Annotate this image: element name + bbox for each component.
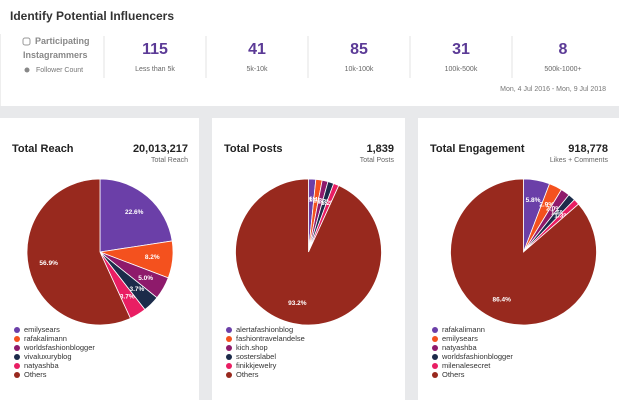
legend-label: alertafashionblog (236, 325, 293, 334)
chart-total-label: Total Reach (151, 157, 188, 164)
slice-label: 22.6% (125, 209, 144, 216)
pie-slice (235, 178, 382, 326)
slice-label: 2.0% (546, 206, 561, 213)
chart-title: Total Engagement (430, 143, 525, 155)
legend-swatch (14, 336, 20, 342)
participating-label: Participating Instagrammers (23, 36, 90, 60)
legend-swatch (226, 327, 232, 333)
gap (199, 118, 212, 400)
pie-slice (450, 178, 597, 326)
slice-label: 5.0% (138, 275, 153, 282)
stat-value: 31 (452, 41, 470, 58)
stat-label: 10k-100k (345, 66, 374, 73)
legend-swatch (226, 336, 232, 342)
stat-value: 115 (142, 41, 168, 58)
legend-swatch (226, 354, 232, 360)
legend-swatch (432, 327, 438, 333)
legend-swatch (432, 336, 438, 342)
legend-label: worldsfashionblogger (23, 343, 95, 352)
slice-label: 1.2% (321, 200, 336, 207)
stat-value: 85 (350, 41, 368, 58)
slice-label: 5.8% (526, 197, 541, 204)
slice-label: 1.3% (313, 198, 328, 205)
slice-label: 2.9% (539, 202, 554, 209)
stat-value: 41 (248, 41, 266, 58)
follower-count-label: Follower Count (36, 67, 83, 74)
legend-swatch (432, 345, 438, 351)
legend-label: milenalesecret (442, 361, 491, 370)
slice-label: 3.7% (129, 286, 144, 293)
stat-value: 8 (559, 41, 568, 58)
slice-label: 1.6% (304, 196, 319, 203)
chart-total: 1,839 (366, 143, 394, 155)
chart-total-label: Likes + Comments (550, 157, 609, 164)
pie-slice (26, 178, 131, 326)
legend-swatch (14, 363, 20, 369)
slice-label: 56.9% (39, 260, 58, 267)
legend-label: natyashba (24, 361, 59, 370)
stat-label: 5k-10k (246, 66, 268, 73)
legend-label: fashiontravelandelse (236, 334, 305, 343)
chart-total: 918,778 (568, 143, 608, 155)
legend-label: emilysears (442, 334, 478, 343)
legend-swatch (432, 363, 438, 369)
legend-label: sosterslabel (236, 352, 276, 361)
legend-swatch (432, 354, 438, 360)
legend-label: Others (236, 370, 259, 379)
legend-label: natyashba (442, 343, 477, 352)
chart-total: 20,013,217 (133, 143, 188, 155)
legend-label: worldsfashionblogger (441, 352, 513, 361)
legend-swatch (14, 372, 20, 378)
divider (0, 106, 619, 118)
legend-label: kich.shop (236, 343, 268, 352)
date-range: Mon, 4 Jul 2016 - Mon, 9 Jul 2018 (500, 86, 606, 93)
instagram-icon (22, 37, 31, 46)
chart-title: Total Posts (224, 143, 282, 155)
stat-label: 500k-1000+ (544, 66, 581, 73)
chart-total-label: Total Posts (360, 157, 395, 164)
legend-label: Others (24, 370, 47, 379)
pie-slice (99, 178, 173, 253)
legend-swatch (14, 345, 20, 351)
legend-swatch (14, 354, 20, 360)
legend-label: rafakalimann (24, 334, 67, 343)
slice-label: 1.3% (317, 199, 332, 206)
slice-label: 86.4% (493, 297, 512, 304)
legend-swatch (14, 327, 20, 333)
slice-label: 8.2% (145, 254, 160, 261)
legend-swatch (226, 345, 232, 351)
slice-label: 93.2% (288, 300, 307, 307)
gap (405, 118, 418, 400)
legend-label: vivaluxuryblog (24, 352, 72, 361)
slice-label: 1.4% (309, 197, 324, 204)
stat-label: 100k-500k (445, 66, 478, 73)
page-title: Identify Potential Influencers (10, 9, 174, 23)
legend-label: Others (442, 370, 465, 379)
slice-label: 1.6% (551, 209, 566, 216)
legend-swatch (226, 372, 232, 378)
legend-swatch (226, 363, 232, 369)
chart-title: Total Reach (12, 143, 74, 155)
stat-label: Less than 5k (135, 66, 175, 73)
legend-swatch (432, 372, 438, 378)
people-icon (24, 67, 30, 73)
legend-label: rafakalimann (442, 325, 485, 334)
slice-label: 3.7% (120, 294, 135, 301)
legend-label: emilysears (24, 325, 60, 334)
legend-label: finikkjewelry (236, 361, 277, 370)
slice-label: 1.3% (554, 213, 569, 220)
